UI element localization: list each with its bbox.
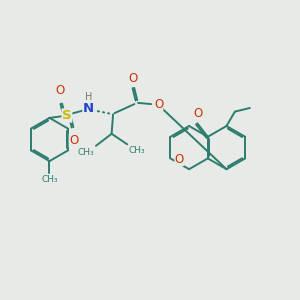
Text: O: O (175, 153, 184, 166)
Text: O: O (128, 72, 137, 85)
Text: N: N (83, 102, 94, 116)
Text: O: O (154, 98, 163, 111)
Text: O: O (69, 134, 78, 147)
Text: O: O (193, 107, 202, 120)
Text: O: O (56, 84, 65, 97)
Text: H: H (85, 92, 92, 102)
Text: CH₃: CH₃ (78, 148, 94, 157)
Text: S: S (62, 109, 72, 122)
Text: CH₃: CH₃ (129, 146, 145, 155)
Text: CH₃: CH₃ (41, 175, 58, 184)
